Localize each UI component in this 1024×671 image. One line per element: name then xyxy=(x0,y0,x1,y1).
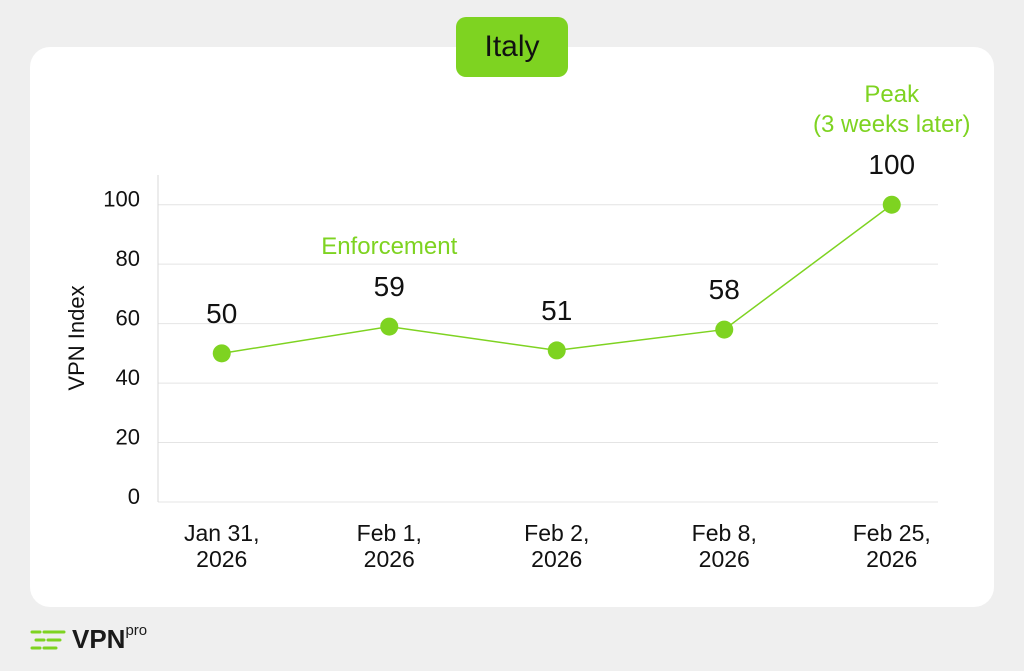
logo-suffix: pro xyxy=(125,622,148,639)
point xyxy=(212,344,231,363)
data-label: 100 xyxy=(868,149,915,180)
x-tick-label: Feb 25, 2026 xyxy=(852,520,931,572)
y-tick-label: 0 xyxy=(128,484,140,509)
x-tick-label: Jan 31, 2026 xyxy=(184,520,260,572)
point xyxy=(715,320,734,339)
line xyxy=(221,204,893,355)
y-tick-label: 20 xyxy=(116,424,140,449)
x-tick-label: Feb 2, 2026 xyxy=(524,520,590,572)
y-tick-label: 60 xyxy=(116,305,140,330)
x-tick-label: Feb 1, 2026 xyxy=(356,520,422,572)
data-label: 59 xyxy=(374,271,405,302)
annotation: Peak (3 weeks later) xyxy=(813,81,971,138)
data-label: 58 xyxy=(709,274,740,305)
data-label: 51 xyxy=(541,295,572,326)
data-label: 50 xyxy=(206,298,237,329)
chart-card xyxy=(30,47,994,607)
point xyxy=(547,341,566,360)
y-tick-label: 100 xyxy=(103,187,140,212)
y-axis-title: VPN Index xyxy=(64,285,89,390)
logo: VPN pro xyxy=(30,622,148,654)
x-tick-label: Feb 8, 2026 xyxy=(691,520,757,572)
chart-title: Italy xyxy=(456,17,568,77)
y-tick-label: 80 xyxy=(116,246,140,271)
logo-icon xyxy=(30,630,66,650)
y-tick-label: 40 xyxy=(116,365,140,390)
logo-name: VPN xyxy=(72,624,126,654)
point xyxy=(380,317,399,336)
annotation: Enforcement xyxy=(321,233,458,260)
point xyxy=(882,195,901,214)
